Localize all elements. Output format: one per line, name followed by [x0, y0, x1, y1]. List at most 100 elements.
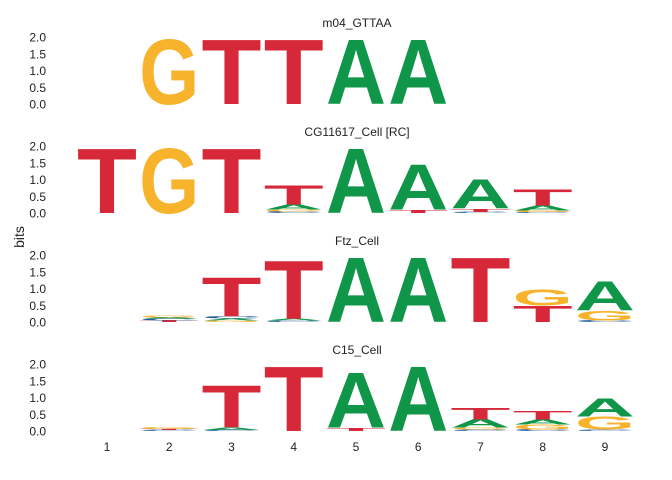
y-tick-label: 0.0 — [29, 316, 46, 330]
logo-letter-G: G — [513, 423, 573, 431]
x-tick-label: 7 — [477, 440, 484, 454]
logo-letter-A: A — [326, 129, 386, 233]
logo-letter-T: T — [388, 209, 448, 214]
y-tick-label: 0.5 — [29, 190, 46, 204]
panel-title: C15_Cell — [332, 343, 381, 357]
logo-letter-A: A — [201, 427, 261, 431]
logo-letter-C: C — [450, 429, 510, 431]
logo-letter-A: A — [575, 393, 635, 422]
x-tick-label: 1 — [104, 440, 111, 454]
logo-letter-A: A — [264, 318, 324, 321]
logo-letter-A: A — [513, 418, 573, 426]
y-tick-label: 2.0 — [29, 31, 46, 45]
logo-letter-T: T — [264, 20, 324, 124]
logo-letter-G: G — [139, 426, 199, 429]
logo-letter-T: T — [139, 429, 199, 431]
y-tick-label: 0.5 — [29, 408, 46, 422]
logo-letter-A: A — [388, 238, 448, 342]
logo-letter-A: A — [388, 150, 448, 223]
y-tick-label: 0.0 — [29, 207, 46, 221]
x-tick-label: 4 — [290, 440, 297, 454]
logo-letter-A: A — [201, 318, 261, 321]
y-tick-label: 1.0 — [29, 282, 46, 296]
y-tick-label: 0.5 — [29, 299, 46, 313]
logo-letter-T: T — [451, 208, 511, 213]
x-tick-label: 2 — [166, 440, 173, 454]
y-tick-label: 1.5 — [29, 374, 46, 388]
logo-letter-C: C — [139, 430, 199, 432]
y-tick-label: 0.0 — [29, 425, 46, 439]
logo-letter-G: G — [513, 210, 573, 213]
logo-letter-G: G — [575, 308, 635, 324]
x-tick-label: 8 — [539, 440, 546, 454]
logo-letter-A: A — [575, 272, 635, 319]
panel-title: Ftz_Cell — [335, 234, 379, 248]
logo-letter-T: T — [77, 129, 137, 233]
logo-letter-C: C — [201, 315, 261, 319]
logo-letter-C: C — [575, 320, 635, 323]
y-tick-label: 2.0 — [29, 358, 46, 372]
logo-letter-T: T — [513, 184, 573, 210]
panel-title: m04_GTTAA — [322, 16, 391, 30]
logo-letter-A: A — [388, 20, 448, 124]
x-tick-label: 3 — [228, 440, 235, 454]
logo-letter-A: A — [326, 357, 386, 445]
logo-letter-G: G — [139, 130, 199, 233]
logo-letter-A: A — [388, 347, 448, 451]
logo-letter-G: G — [139, 315, 199, 318]
logo-letter-T: T — [202, 266, 262, 328]
logo-letter-T: T — [513, 409, 573, 422]
x-tick-label: 6 — [415, 440, 422, 454]
logo-letter-T: T — [202, 20, 262, 124]
logo-letter-A: A — [139, 317, 199, 319]
y-tick-label: 1.0 — [29, 391, 46, 405]
logo-letter-T: T — [451, 404, 511, 422]
y-tick-label: 1.0 — [29, 64, 46, 78]
y-tick-label: 1.5 — [29, 156, 46, 170]
logo-letter-G: G — [202, 320, 262, 322]
logo-letter-G: G — [451, 427, 511, 430]
logo-letter-A: A — [450, 417, 510, 430]
logo-letter-G: G — [264, 209, 324, 212]
logo-letter-G: G — [575, 413, 635, 434]
logo-letter-A: A — [326, 238, 386, 342]
logo-letter-C: C — [264, 320, 324, 322]
logo-letter-C: C — [264, 211, 324, 214]
logo-letter-A: A — [450, 170, 510, 217]
logo-letter-C: C — [139, 318, 199, 321]
logo-letter-A: A — [264, 203, 324, 211]
logo-letter-T: T — [326, 427, 386, 432]
y-tick-label: 0.5 — [29, 81, 46, 95]
logo-letter-A: A — [326, 20, 386, 124]
logo-letter-T: T — [264, 180, 324, 211]
y-tick-label: 1.5 — [29, 265, 46, 279]
logo-letter-C: C — [513, 212, 573, 214]
logo-letter-A: A — [513, 204, 573, 212]
logo-letter-G: G — [139, 21, 199, 124]
logo-letter-G: G — [513, 284, 573, 310]
y-tick-label: 2.0 — [29, 140, 46, 154]
logo-letter-T: T — [202, 129, 262, 233]
panel-title: CG11617_Cell [RC] — [304, 125, 409, 139]
logo-letter-T: T — [264, 347, 324, 451]
x-tick-label: 5 — [353, 440, 360, 454]
logo-letter-T: T — [451, 238, 511, 342]
logo-letter-T: T — [513, 301, 573, 327]
logo-letter-T: T — [139, 320, 199, 323]
y-tick-label: 1.5 — [29, 47, 46, 61]
logo-letter-T: T — [264, 243, 324, 337]
y-tick-label: 1.0 — [29, 173, 46, 187]
x-tick-label: 9 — [602, 440, 609, 454]
y-tick-label: 0.0 — [29, 98, 46, 112]
logo-letter-C: C — [201, 430, 261, 432]
logo-letter-C: C — [513, 429, 573, 432]
logo-letter-C: C — [575, 429, 635, 431]
y-tick-label: 2.0 — [29, 249, 46, 263]
logo-letter-C: C — [450, 212, 510, 214]
logo-letter-T: T — [202, 374, 262, 441]
